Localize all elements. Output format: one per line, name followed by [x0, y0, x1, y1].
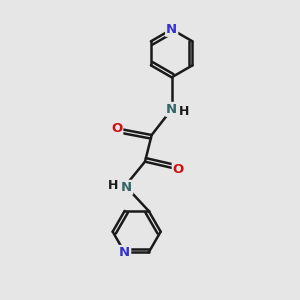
- Text: O: O: [173, 163, 184, 176]
- Text: N: N: [119, 246, 130, 259]
- Text: N: N: [166, 103, 177, 116]
- Text: H: H: [108, 179, 119, 192]
- Text: N: N: [166, 23, 177, 36]
- Text: O: O: [111, 122, 122, 135]
- Text: N: N: [121, 181, 132, 194]
- Text: H: H: [179, 104, 190, 118]
